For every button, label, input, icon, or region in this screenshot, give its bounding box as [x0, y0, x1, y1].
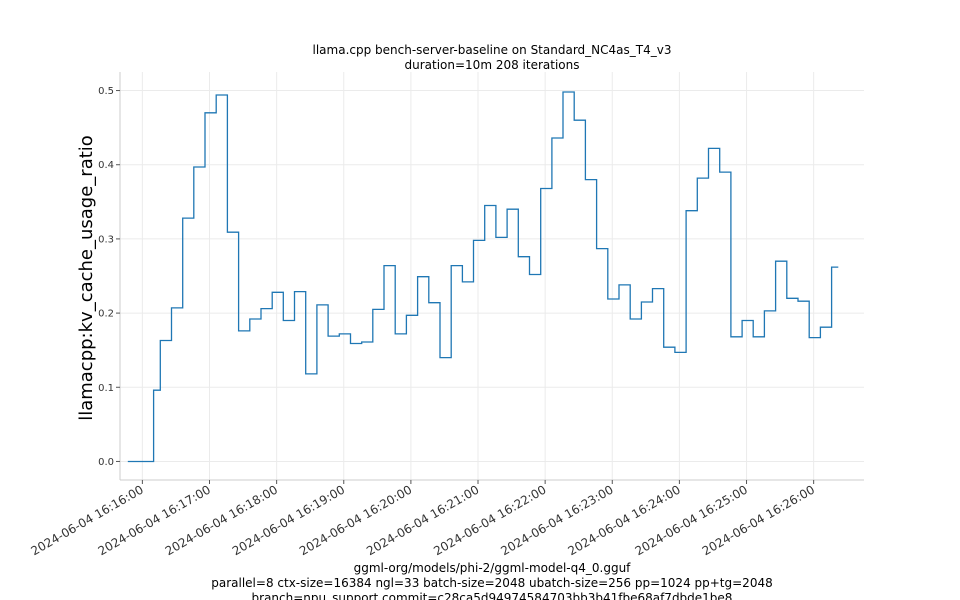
y-axis-label: llamacpp:kv_cache_usage_ratio — [76, 135, 97, 421]
series-group — [127, 91, 839, 463]
caption-params: parallel=8 ctx-size=16384 ngl=33 batch-s… — [211, 576, 772, 590]
x-tick-label: 2024-06-04 16:24:00 — [566, 482, 683, 558]
x-tick-label: 2024-06-04 16:17:00 — [96, 482, 213, 558]
y-tick-label: 0.3 — [98, 234, 114, 245]
y-tick-label: 0.4 — [98, 160, 114, 171]
y-tick-label: 0.5 — [98, 86, 114, 97]
chart-subtitle: duration=10m 208 iterations — [405, 58, 580, 72]
x-tick-label: 2024-06-04 16:26:00 — [700, 482, 817, 558]
caption-model: ggml-org/models/phi-2/ggml-model-q4_0.gg… — [354, 561, 632, 575]
series-line — [127, 91, 839, 463]
y-tick-label: 0.0 — [98, 457, 114, 468]
x-tick-label: 2024-06-04 16:20:00 — [297, 482, 414, 558]
x-tick-label: 2024-06-04 16:19:00 — [230, 482, 347, 558]
caption-branch: branch=npu_support commit=c28ca5d9497458… — [252, 591, 733, 600]
y-tick-label: 0.2 — [98, 309, 114, 320]
plot-area: 0.00.10.20.30.40.5 2024-06-04 16:16:0020… — [28, 72, 864, 558]
y-axis-ticks: 0.0 0.1 0.2 0.3 0.4 0.5 — [98, 86, 120, 468]
x-tick-label: 2024-06-04 16:16:00 — [28, 482, 145, 558]
y-tick-label: 0.1 — [98, 383, 114, 394]
grid-lines — [120, 72, 864, 480]
x-tick-label: 2024-06-04 16:23:00 — [498, 482, 615, 558]
x-tick-label: 2024-06-04 16:22:00 — [431, 482, 548, 558]
x-tick-label: 2024-06-04 16:18:00 — [163, 482, 280, 558]
x-tick-label: 2024-06-04 16:25:00 — [633, 482, 750, 558]
x-tick-label: 2024-06-04 16:21:00 — [364, 482, 481, 558]
chart-title: llama.cpp bench-server-baseline on Stand… — [313, 43, 672, 57]
